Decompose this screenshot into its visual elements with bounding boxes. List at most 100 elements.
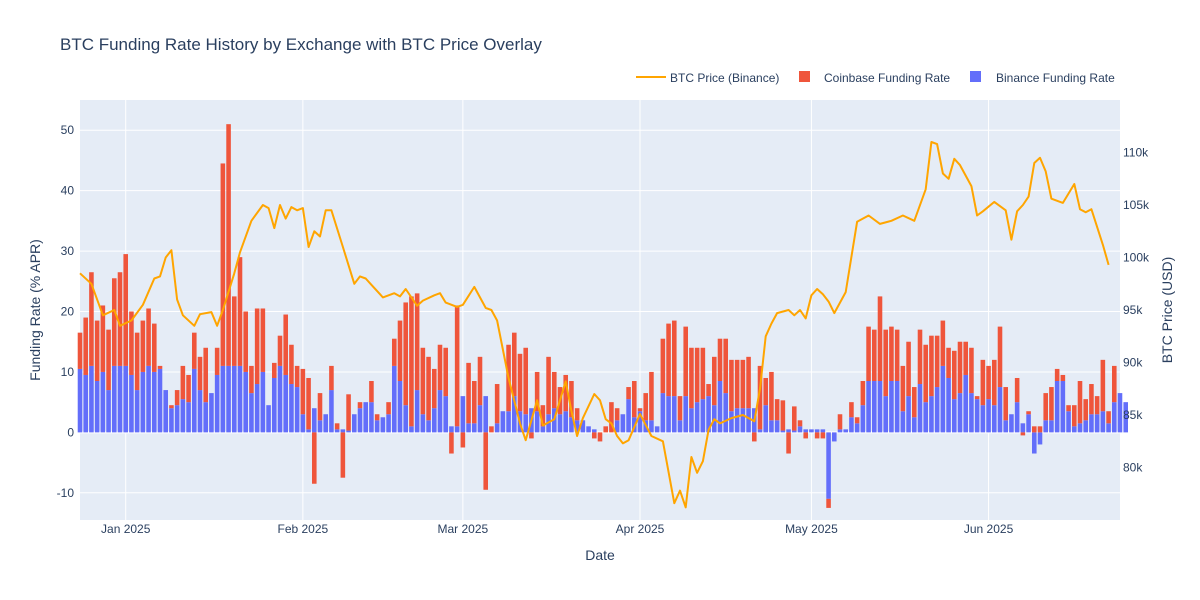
binance-bar[interactable] [117, 365, 123, 433]
binance-bar[interactable] [437, 390, 443, 433]
coinbase-bar[interactable] [746, 356, 751, 409]
coinbase-bar[interactable] [952, 350, 957, 400]
coinbase-bar[interactable] [300, 368, 306, 415]
coinbase-bar[interactable] [260, 308, 266, 372]
binance-bar[interactable] [889, 381, 894, 433]
coinbase-bar[interactable] [672, 320, 677, 397]
coinbase-bar[interactable] [152, 323, 157, 372]
coinbase-bar[interactable] [174, 390, 180, 406]
binance-bar[interactable] [226, 365, 231, 433]
binance-bar[interactable] [803, 429, 808, 433]
binance-bar[interactable] [706, 396, 711, 433]
binance-bar[interactable] [466, 423, 471, 433]
binance-bar[interactable] [77, 368, 83, 433]
coinbase-bar[interactable] [854, 417, 860, 424]
binance-bar[interactable] [380, 417, 386, 433]
binance-bar[interactable] [1106, 423, 1111, 433]
coinbase-bar[interactable] [894, 329, 900, 382]
binance-bar[interactable] [232, 365, 237, 433]
coinbase-bar[interactable] [254, 308, 260, 385]
binance-bar[interactable] [809, 429, 814, 433]
binance-bar[interactable] [792, 430, 797, 433]
binance-bar[interactable] [740, 408, 746, 433]
binance-bar[interactable] [272, 377, 277, 433]
legend[interactable]: BTC Price (Binance) Coinbase Funding Rat… [636, 71, 1115, 85]
binance-bar[interactable] [1026, 414, 1031, 433]
coinbase-bar[interactable] [106, 329, 111, 391]
coinbase-bar[interactable] [786, 432, 791, 454]
coinbase-bar[interactable] [820, 432, 826, 439]
binance-bar[interactable] [666, 396, 671, 433]
binance-bar[interactable] [152, 371, 157, 433]
binance-bar[interactable] [157, 368, 163, 433]
coinbase-bar[interactable] [340, 432, 346, 478]
binance-bar[interactable] [672, 396, 677, 433]
binance-bar[interactable] [734, 408, 740, 433]
coinbase-bar[interactable] [117, 272, 123, 366]
coinbase-bar[interactable] [512, 332, 517, 397]
coinbase-bar[interactable] [329, 365, 334, 391]
coinbase-bar[interactable] [1049, 387, 1054, 421]
coinbase-bar[interactable] [432, 368, 437, 409]
binance-bar[interactable] [197, 390, 203, 433]
binance-bar[interactable] [363, 402, 368, 433]
coinbase-bar[interactable] [563, 374, 568, 412]
coinbase-bar[interactable] [386, 402, 391, 415]
binance-bar[interactable] [283, 374, 288, 433]
legend-item-binance[interactable]: Binance Funding Rate [970, 71, 1115, 85]
binance-bar[interactable] [289, 384, 294, 433]
binance-bar[interactable] [849, 417, 854, 433]
coinbase-bar[interactable] [706, 384, 711, 397]
binance-bar[interactable] [872, 381, 877, 433]
coinbase-bar[interactable] [1077, 381, 1083, 424]
binance-bar[interactable] [369, 402, 374, 433]
coinbase-bar[interactable] [289, 344, 294, 385]
binance-bar[interactable] [112, 365, 117, 433]
coinbase-bar[interactable] [243, 311, 248, 372]
binance-bar[interactable] [1060, 381, 1066, 433]
binance-bar[interactable] [460, 396, 466, 433]
coinbase-bar[interactable] [517, 353, 523, 412]
coinbase-bar[interactable] [214, 347, 220, 375]
binance-bar[interactable] [900, 411, 906, 433]
binance-bar[interactable] [94, 381, 100, 433]
coinbase-bar[interactable] [489, 426, 494, 433]
binance-bar[interactable] [203, 402, 208, 433]
coinbase-bar[interactable] [866, 326, 871, 382]
binance-bar[interactable] [454, 426, 460, 433]
binance-bar[interactable] [843, 429, 848, 433]
coinbase-bar[interactable] [409, 296, 414, 427]
coinbase-bar[interactable] [146, 308, 151, 366]
binance-bar[interactable] [506, 411, 511, 433]
binance-bar[interactable] [237, 365, 243, 433]
binance-bar[interactable] [1049, 420, 1054, 433]
coinbase-bar[interactable] [906, 341, 911, 397]
binance-bar[interactable] [877, 381, 883, 433]
binance-bar[interactable] [1072, 426, 1077, 433]
coinbase-bar[interactable] [249, 365, 254, 394]
coinbase-bar[interactable] [757, 365, 763, 430]
binance-bar[interactable] [614, 420, 620, 433]
coinbase-bar[interactable] [997, 326, 1003, 388]
coinbase-bar[interactable] [1003, 387, 1008, 421]
binance-bar[interactable] [620, 414, 626, 433]
binance-bar[interactable] [917, 384, 923, 433]
coinbase-bar[interactable] [483, 432, 488, 490]
coinbase-bar[interactable] [700, 347, 706, 400]
binance-bar[interactable] [746, 408, 751, 433]
binance-bar[interactable] [860, 405, 866, 433]
binance-bar[interactable] [1083, 420, 1088, 433]
coinbase-bar[interactable] [666, 323, 671, 397]
coinbase-bar[interactable] [792, 406, 797, 431]
binance-bar[interactable] [986, 399, 991, 433]
coinbase-bar[interactable] [220, 163, 226, 366]
binance-bar[interactable] [832, 432, 837, 442]
binance-bar[interactable] [140, 371, 146, 433]
coinbase-bar[interactable] [1066, 405, 1071, 412]
coinbase-bar[interactable] [129, 311, 134, 375]
binance-bar[interactable] [569, 417, 574, 433]
binance-bar[interactable] [689, 408, 694, 433]
coinbase-bar[interactable] [112, 278, 117, 366]
binance-bar[interactable] [654, 426, 660, 433]
coinbase-bar[interactable] [723, 338, 728, 394]
